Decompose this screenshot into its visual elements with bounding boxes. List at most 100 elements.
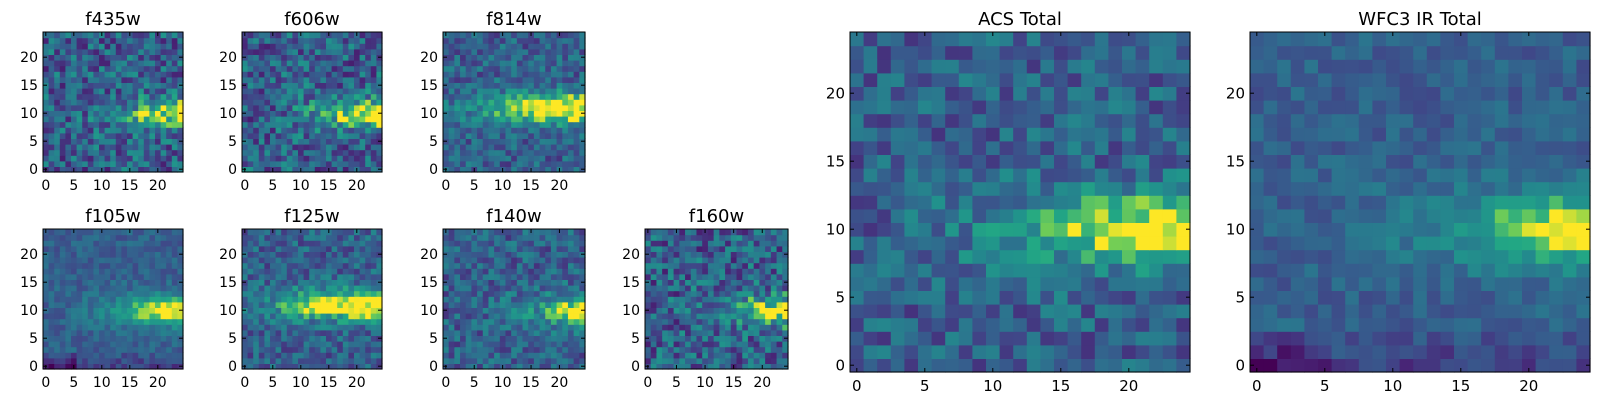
heatmap-cell: [65, 346, 72, 353]
heatmap-cell: [499, 160, 507, 167]
heatmap-cell: [303, 285, 310, 292]
heatmap-cell: [579, 149, 586, 156]
heatmap-cell: [556, 341, 563, 348]
heatmap-cell: [281, 318, 288, 325]
heatmap-cell: [742, 285, 749, 292]
heatmap-cell: [149, 240, 156, 247]
heatmap-cell: [331, 329, 338, 336]
heatmap-cell: [747, 296, 755, 303]
heatmap-cell: [54, 346, 61, 353]
heatmap-cell: [573, 268, 580, 275]
heatmap-cell: [143, 352, 150, 359]
heatmap-cell: [82, 257, 89, 264]
heatmap-cell: [348, 341, 355, 348]
heatmap-cell: [556, 37, 563, 44]
heatmap-cell: [454, 363, 461, 370]
heatmap-cell: [82, 262, 89, 269]
heatmap-cell: [482, 71, 490, 78]
heatmap-cell: [258, 93, 265, 100]
heatmap-cell: [713, 346, 720, 353]
heatmap-cell: [499, 88, 507, 95]
heatmap-cell: [986, 181, 1001, 196]
heatmap-cell: [104, 37, 111, 44]
heatmap-cell: [454, 262, 461, 269]
heatmap-cell: [87, 346, 94, 353]
heatmap-cell: [115, 60, 122, 67]
heatmap-cell: [275, 346, 282, 353]
heatmap-cell: [99, 245, 106, 252]
heatmap-cell: [690, 262, 698, 269]
heatmap-cell: [1026, 276, 1041, 291]
heatmap-cell: [348, 60, 355, 67]
heatmap-cell: [298, 116, 305, 123]
heatmap-cell: [562, 352, 569, 359]
heatmap-cell: [656, 229, 663, 236]
heatmap-cell: [667, 313, 675, 320]
heatmap-cell: [1162, 304, 1177, 319]
heatmap-cell: [59, 144, 66, 151]
heatmap-cell: [573, 279, 580, 286]
heatmap-cell: [326, 251, 333, 258]
heatmap-cell: [104, 296, 111, 303]
heatmap-cell: [477, 245, 484, 252]
heatmap-cell: [76, 257, 83, 264]
y-tick-label: 20: [219, 247, 237, 263]
heatmap-cell: [143, 273, 150, 280]
heatmap-cell: [522, 301, 529, 308]
heatmap-cell: [275, 37, 282, 44]
heatmap-cell: [656, 251, 663, 258]
heatmap-cell: [82, 290, 89, 297]
heatmap-cells: [43, 229, 184, 370]
heatmap-cell: [1094, 304, 1109, 319]
heatmap-cell: [1026, 249, 1041, 264]
heatmap-cell: [645, 262, 652, 269]
heatmap-cell: [87, 240, 94, 247]
heatmap-cell: [770, 329, 778, 336]
heatmap-cell: [573, 273, 580, 280]
heatmap-cell: [511, 335, 518, 342]
heatmap-cell: [331, 245, 338, 252]
heatmap-cell: [482, 357, 490, 364]
heatmap-cell: [448, 166, 455, 173]
heatmap-cell: [121, 341, 128, 348]
heatmap-cell: [309, 99, 316, 106]
heatmap-cell: [1081, 344, 1096, 359]
heatmap-cell: [99, 155, 106, 162]
heatmap-cell: [65, 43, 72, 50]
heatmap-cell: [337, 313, 344, 320]
heatmap-cell: [331, 138, 338, 145]
heatmap-cell: [43, 357, 50, 364]
heatmap-cell: [138, 352, 145, 359]
heatmap-cell: [499, 352, 507, 359]
heatmap-cell: [303, 48, 310, 55]
heatmap-cell: [528, 82, 535, 89]
heatmap-cell: [776, 363, 783, 370]
heatmap-cell: [776, 313, 783, 320]
heatmap-cell: [482, 307, 490, 314]
heatmap-cell: [149, 352, 156, 359]
heatmap-cell: [149, 160, 156, 167]
heatmap-cell: [365, 166, 372, 173]
heatmap-cell: [166, 54, 173, 61]
heatmap-cell: [713, 324, 720, 331]
heatmap-cell: [171, 313, 178, 320]
heatmap-cell: [667, 279, 675, 286]
heatmap-cell: [54, 43, 61, 50]
heatmap-cell: [650, 290, 658, 297]
heatmap-cell: [286, 121, 293, 128]
heatmap-cell: [730, 352, 738, 359]
heatmap-cell: [550, 357, 558, 364]
heatmap-cell: [127, 290, 134, 297]
heatmap-cell: [545, 285, 552, 292]
heatmap-cell: [166, 318, 173, 325]
heatmap-cell: [1067, 195, 1082, 210]
heatmap-cell: [511, 155, 518, 162]
heatmap-cell: [155, 290, 162, 297]
heatmap-cell: [499, 324, 507, 331]
heatmap-cell: [528, 104, 535, 111]
heatmap-cell: [54, 251, 61, 258]
heatmap-cell: [138, 54, 145, 61]
heatmap-cell: [505, 93, 512, 100]
heatmap-cell: [48, 76, 55, 83]
heatmap-cell: [742, 234, 749, 241]
